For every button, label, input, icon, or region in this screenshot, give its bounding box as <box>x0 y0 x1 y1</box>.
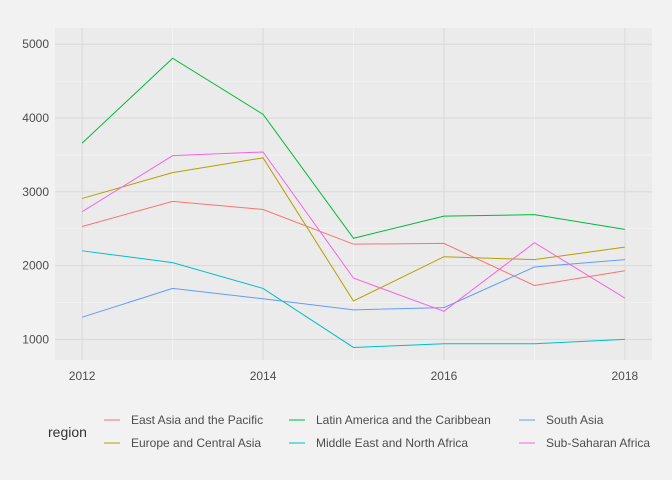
minor-gridlines <box>55 28 652 360</box>
major-gridlines <box>55 28 652 360</box>
legend-label: Sub-Saharan Africa <box>546 436 650 450</box>
x-tick-label: 2016 <box>431 369 458 383</box>
y-tick-label: 5000 <box>22 37 49 51</box>
series-line <box>82 200 625 286</box>
legend-items: East Asia and the Pacific Europe and Cent… <box>102 410 650 453</box>
legend-label: Latin America and the Caribbean <box>316 413 491 427</box>
legend-title: region <box>48 424 87 440</box>
x-tick-label: 2018 <box>612 369 639 383</box>
series-lines <box>81 57 626 348</box>
legend-label: Europe and Central Asia <box>131 436 261 450</box>
y-axis-tick-labels: 1000 2000 3000 4000 5000 <box>22 37 49 346</box>
x-tick-label: 2014 <box>250 369 277 383</box>
legend-label: Middle East and North Africa <box>316 436 468 450</box>
x-tick-label: 2012 <box>69 369 96 383</box>
y-tick-label: 1000 <box>22 332 49 346</box>
series-line <box>81 57 625 239</box>
legend-label: South Asia <box>546 413 604 427</box>
series-line <box>81 151 626 312</box>
x-axis-tick-labels: 2012 2014 2016 2018 <box>69 369 639 383</box>
legend: region East Asia and the Pacific Europe a… <box>48 410 650 453</box>
series-line <box>82 157 625 302</box>
series-line <box>82 250 625 348</box>
legend-label: East Asia and the Pacific <box>131 413 263 427</box>
series-line <box>81 259 625 318</box>
y-tick-label: 3000 <box>22 185 49 199</box>
y-tick-label: 2000 <box>22 259 49 273</box>
y-tick-label: 4000 <box>22 111 49 125</box>
